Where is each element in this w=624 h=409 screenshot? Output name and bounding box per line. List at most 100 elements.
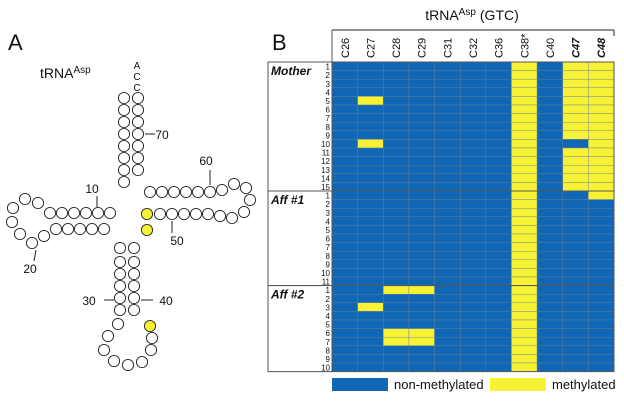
cell <box>588 294 615 304</box>
cell <box>408 130 435 140</box>
cell <box>434 216 461 226</box>
cell <box>588 233 615 243</box>
nucleotide <box>153 207 167 221</box>
cell <box>485 354 512 364</box>
cell <box>562 96 589 106</box>
title-suffix: (GTC) <box>480 7 519 23</box>
cell <box>562 61 589 71</box>
nucleotide <box>135 355 149 369</box>
cell <box>459 121 487 131</box>
cell <box>485 173 512 183</box>
column-label: C27 <box>365 38 377 58</box>
nucleotide <box>117 139 131 153</box>
cell <box>511 276 538 286</box>
cell <box>331 173 358 183</box>
panel-label: A <box>8 30 23 55</box>
cell <box>357 362 384 372</box>
cell <box>485 147 512 157</box>
cell <box>485 259 512 269</box>
cell <box>536 354 563 364</box>
cell <box>357 199 384 209</box>
cell <box>562 268 589 278</box>
cell <box>588 87 615 97</box>
cell <box>434 61 461 71</box>
cell <box>331 216 358 226</box>
cell <box>434 130 461 140</box>
cell <box>408 104 435 114</box>
cell <box>562 225 589 235</box>
position-label: 20 <box>23 262 37 276</box>
cell <box>383 362 410 372</box>
cell <box>383 311 410 321</box>
cell <box>562 173 589 183</box>
cell <box>459 294 487 304</box>
cell <box>536 70 563 80</box>
column-label: C29 <box>417 38 429 58</box>
nucleotide <box>91 206 105 220</box>
nucleotide <box>203 185 217 199</box>
nucleotide <box>127 279 141 293</box>
cell <box>459 242 487 252</box>
nucleotide <box>117 91 131 105</box>
row-label: 14 <box>321 174 330 183</box>
nucleotide <box>143 185 157 199</box>
cell <box>511 147 538 157</box>
row-label: 10 <box>321 269 330 278</box>
cell <box>434 156 461 166</box>
cell <box>331 233 358 243</box>
row-label: 12 <box>321 157 330 166</box>
cell <box>588 139 615 149</box>
cell <box>536 190 563 200</box>
cell <box>357 276 384 286</box>
cell <box>588 104 615 114</box>
cell <box>536 130 563 140</box>
acceptor-base: C <box>133 83 140 94</box>
cell <box>331 285 358 295</box>
title-main: tRNA <box>425 7 459 23</box>
nucleotide <box>213 209 227 223</box>
cell <box>357 182 384 192</box>
nucleotide <box>191 185 205 199</box>
column-label: C36 <box>494 38 506 58</box>
row-label: 7 <box>326 114 331 123</box>
cell <box>357 207 384 217</box>
legend-label: methylated <box>552 377 616 392</box>
cell <box>562 294 589 304</box>
cell <box>485 156 512 166</box>
cell <box>485 328 512 338</box>
cell <box>536 156 563 166</box>
position-label: 50 <box>170 234 184 248</box>
cell <box>459 78 487 88</box>
cell <box>383 182 410 192</box>
cell <box>511 173 538 183</box>
nucleotide <box>5 215 19 229</box>
cell <box>511 164 538 174</box>
cell <box>383 242 410 252</box>
cell <box>331 259 358 269</box>
cell <box>588 276 615 286</box>
position-label: 70 <box>155 128 169 142</box>
cell <box>562 207 589 217</box>
cell <box>408 225 435 235</box>
cell <box>536 96 563 106</box>
cell <box>434 285 461 295</box>
cell <box>408 268 435 278</box>
cell <box>408 354 435 364</box>
legend-label: non-methylated <box>394 377 484 392</box>
nucleotide <box>127 267 141 281</box>
cell <box>588 164 615 174</box>
cell <box>331 354 358 364</box>
cell <box>383 121 410 131</box>
position-tick <box>33 249 37 262</box>
cell <box>485 78 512 88</box>
nucleotide <box>113 241 127 255</box>
cell <box>511 302 538 312</box>
nucleotide <box>155 185 169 199</box>
cell <box>434 190 461 200</box>
row-label: 9 <box>326 355 331 364</box>
cell <box>434 319 461 329</box>
cell <box>408 61 435 71</box>
cell <box>562 190 589 200</box>
cell <box>331 78 358 88</box>
